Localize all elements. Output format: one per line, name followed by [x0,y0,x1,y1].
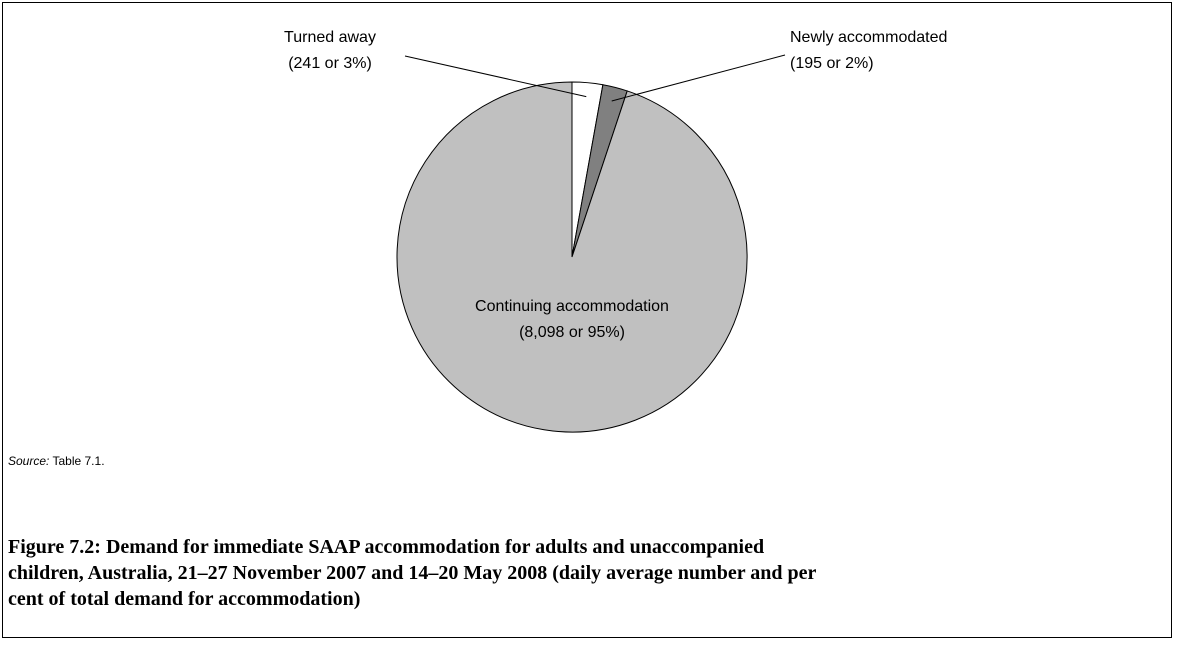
value-label: (241 or 3%) [288,55,372,72]
caption: Figure 7.2: Demand for immediate SAAP ac… [8,534,816,612]
leader-line [611,54,786,102]
value-label: (8,098 or 95%) [519,324,625,341]
slice-label: Newly accommodated [790,29,947,46]
source-label: Source: [8,454,50,468]
caption-line: children, Australia, 21–27 November 2007… [8,562,817,584]
source-text: Table 7.1. [52,454,105,468]
caption-line: Figure 7.2: Demand for immediate SAAP ac… [8,536,765,558]
caption-line: cent of total demand for accommodation) [8,588,361,610]
pie-slice [396,81,748,433]
source: Source: Table 7.1. [8,454,105,468]
frame [2,2,1172,638]
leader-line [404,55,587,98]
value-label: (195 or 2%) [790,55,874,72]
slice-label: Turned away [284,29,376,46]
slice-label: Continuing accommodation [475,298,669,315]
